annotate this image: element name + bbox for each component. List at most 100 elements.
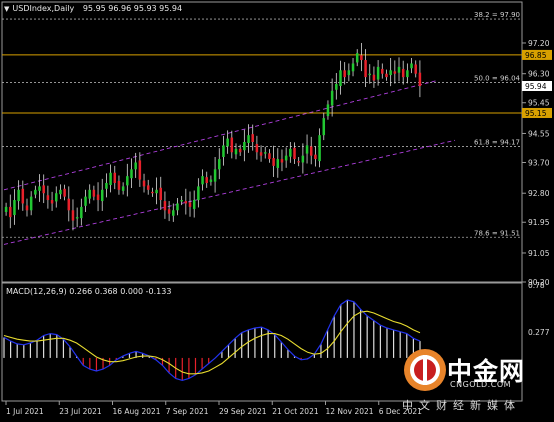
candle-bull: [75, 217, 79, 219]
candle-bear: [50, 200, 54, 204]
candle-bear: [372, 74, 376, 81]
candle-bull: [201, 176, 204, 185]
cngold-logo-icon: [404, 349, 446, 391]
candle-bear: [25, 205, 29, 211]
candle-bull: [130, 169, 133, 179]
candle-bull: [84, 196, 87, 206]
candle-bear: [21, 188, 25, 204]
fib-level-label: 61.8 = 94.17: [474, 138, 520, 146]
candle-bull: [243, 142, 246, 151]
candle-bull: [176, 203, 179, 211]
time-tick-label: 12 Nov 2021: [326, 407, 374, 416]
candle-bear: [293, 147, 296, 160]
candle-bull: [406, 70, 409, 78]
candle-bear: [63, 188, 66, 197]
candle-bull: [247, 135, 250, 144]
candle-bull: [197, 186, 200, 201]
candle-bull: [347, 70, 351, 76]
candle-bear: [297, 161, 300, 163]
candle-bear: [364, 60, 367, 78]
candle-bear: [46, 195, 50, 201]
candle-bull: [234, 148, 238, 155]
candle-bear: [272, 158, 275, 166]
candle-bull: [29, 196, 33, 211]
signal-line: [3, 310, 421, 375]
price-tag-label: 95.15: [525, 109, 547, 118]
candle-bear: [96, 194, 100, 201]
candle-bear: [188, 202, 192, 207]
candle-bull: [355, 53, 359, 63]
candle-bull: [330, 90, 334, 106]
candle-bull: [38, 186, 41, 191]
candle-bear: [9, 206, 12, 218]
candle-bear: [184, 201, 188, 204]
price-tick-label: 95.45: [528, 99, 550, 108]
time-tick-label: 29 Sep 2021: [219, 407, 267, 416]
candle-bull: [397, 66, 401, 73]
current-price-box: [522, 81, 552, 91]
candle-bear: [142, 180, 146, 187]
candle-bear: [259, 152, 263, 156]
candle-bear: [414, 64, 417, 74]
candle-bull: [34, 189, 37, 195]
time-axis: 1 Jul 2021 23 Jul 2021 16 Aug 2021 7 Sep 20…: [5, 401, 422, 416]
candle-bull: [222, 145, 225, 158]
candle-bull: [100, 189, 104, 202]
main-frame: [1, 1, 523, 402]
time-tick-label: 16 Aug 2021: [113, 407, 161, 416]
price-tick-label: 91.05: [528, 249, 550, 258]
horizontal-levels: 38.2 = 97.90 50.0 = 96.04 61.8 = 94.17 78.6…: [2, 11, 552, 238]
price-tick-label: 93.70: [528, 158, 550, 167]
fib-level-label: 38.2 = 97.90: [474, 11, 520, 19]
candle-bull: [301, 155, 305, 163]
candle-bull: [376, 66, 380, 80]
candle-bull: [4, 206, 8, 212]
candle-bull: [180, 200, 183, 202]
macd-pane: 0.78 0.277: [3, 281, 550, 382]
candle-bear: [238, 148, 242, 153]
candle-bear: [146, 185, 150, 190]
candle-bear: [117, 180, 121, 190]
candle-bull: [13, 200, 16, 216]
candle-bear: [42, 185, 45, 194]
candle-bull: [80, 206, 83, 219]
candle-bull: [172, 210, 175, 216]
fib-level-label: 50.0 = 96.04: [474, 75, 520, 83]
price-tick-label: 91.95: [528, 218, 550, 227]
symbol-dropdown-icon[interactable]: ▼: [4, 5, 10, 13]
candle-bull: [213, 169, 217, 182]
macd-tick-label: 0.277: [528, 328, 550, 337]
candle-bear: [230, 137, 234, 153]
candle-bear: [159, 187, 163, 201]
candle-bull: [335, 83, 338, 90]
candle-bear: [205, 177, 208, 183]
price-tick-label: 90.20: [528, 278, 550, 287]
macd-header: MACD(12,26,9) 0.266 0.368 0.000 -0.133: [6, 287, 172, 296]
price-tag-box: [522, 49, 552, 60]
candle-bull: [368, 73, 372, 76]
price-tick-label: 92.80: [528, 189, 550, 198]
candle-bear: [385, 73, 388, 78]
candle-bear: [343, 70, 346, 78]
candle-bear: [92, 189, 96, 197]
candle-bull: [109, 172, 112, 186]
candle-bear: [163, 201, 167, 211]
watermark-name: 中金网: [447, 357, 526, 386]
time-tick-label: 23 Jul 2021: [59, 407, 102, 416]
current-price-label: 95.94: [525, 82, 547, 91]
price-tick-label: 96.30: [528, 70, 550, 79]
time-tick-label: 1 Jul 2021: [6, 407, 44, 416]
price-tick-label: 94.55: [528, 129, 550, 138]
channel-lower-line: [3, 139, 456, 245]
candle-bull: [134, 162, 137, 170]
symbol-label: USDIndex,Daily: [12, 4, 75, 13]
ohlc-readout: 95.95 96.96 95.93 95.94: [82, 4, 183, 13]
candle-bull: [59, 189, 62, 195]
trend-channel: [3, 80, 456, 245]
candle-bull: [410, 63, 413, 69]
candle-bull: [322, 118, 326, 136]
candle-bull: [339, 70, 342, 86]
candle-bull: [318, 135, 321, 162]
candle-bear: [268, 153, 271, 160]
fib-level-label: 78.6 = 91.51: [474, 229, 520, 237]
